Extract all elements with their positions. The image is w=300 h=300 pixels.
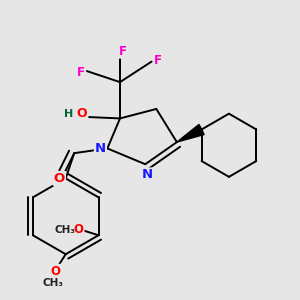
Text: F: F (154, 53, 162, 67)
Text: N: N (95, 142, 106, 155)
Text: H: H (64, 109, 73, 119)
Text: N: N (141, 168, 152, 182)
Text: CH₃: CH₃ (43, 278, 64, 288)
Text: F: F (77, 66, 85, 79)
Text: O: O (54, 172, 65, 185)
Text: CH₃: CH₃ (55, 225, 76, 235)
Text: O: O (51, 265, 61, 278)
Text: F: F (118, 45, 127, 58)
Polygon shape (177, 124, 204, 142)
Text: O: O (77, 107, 87, 120)
Text: O: O (74, 223, 84, 236)
